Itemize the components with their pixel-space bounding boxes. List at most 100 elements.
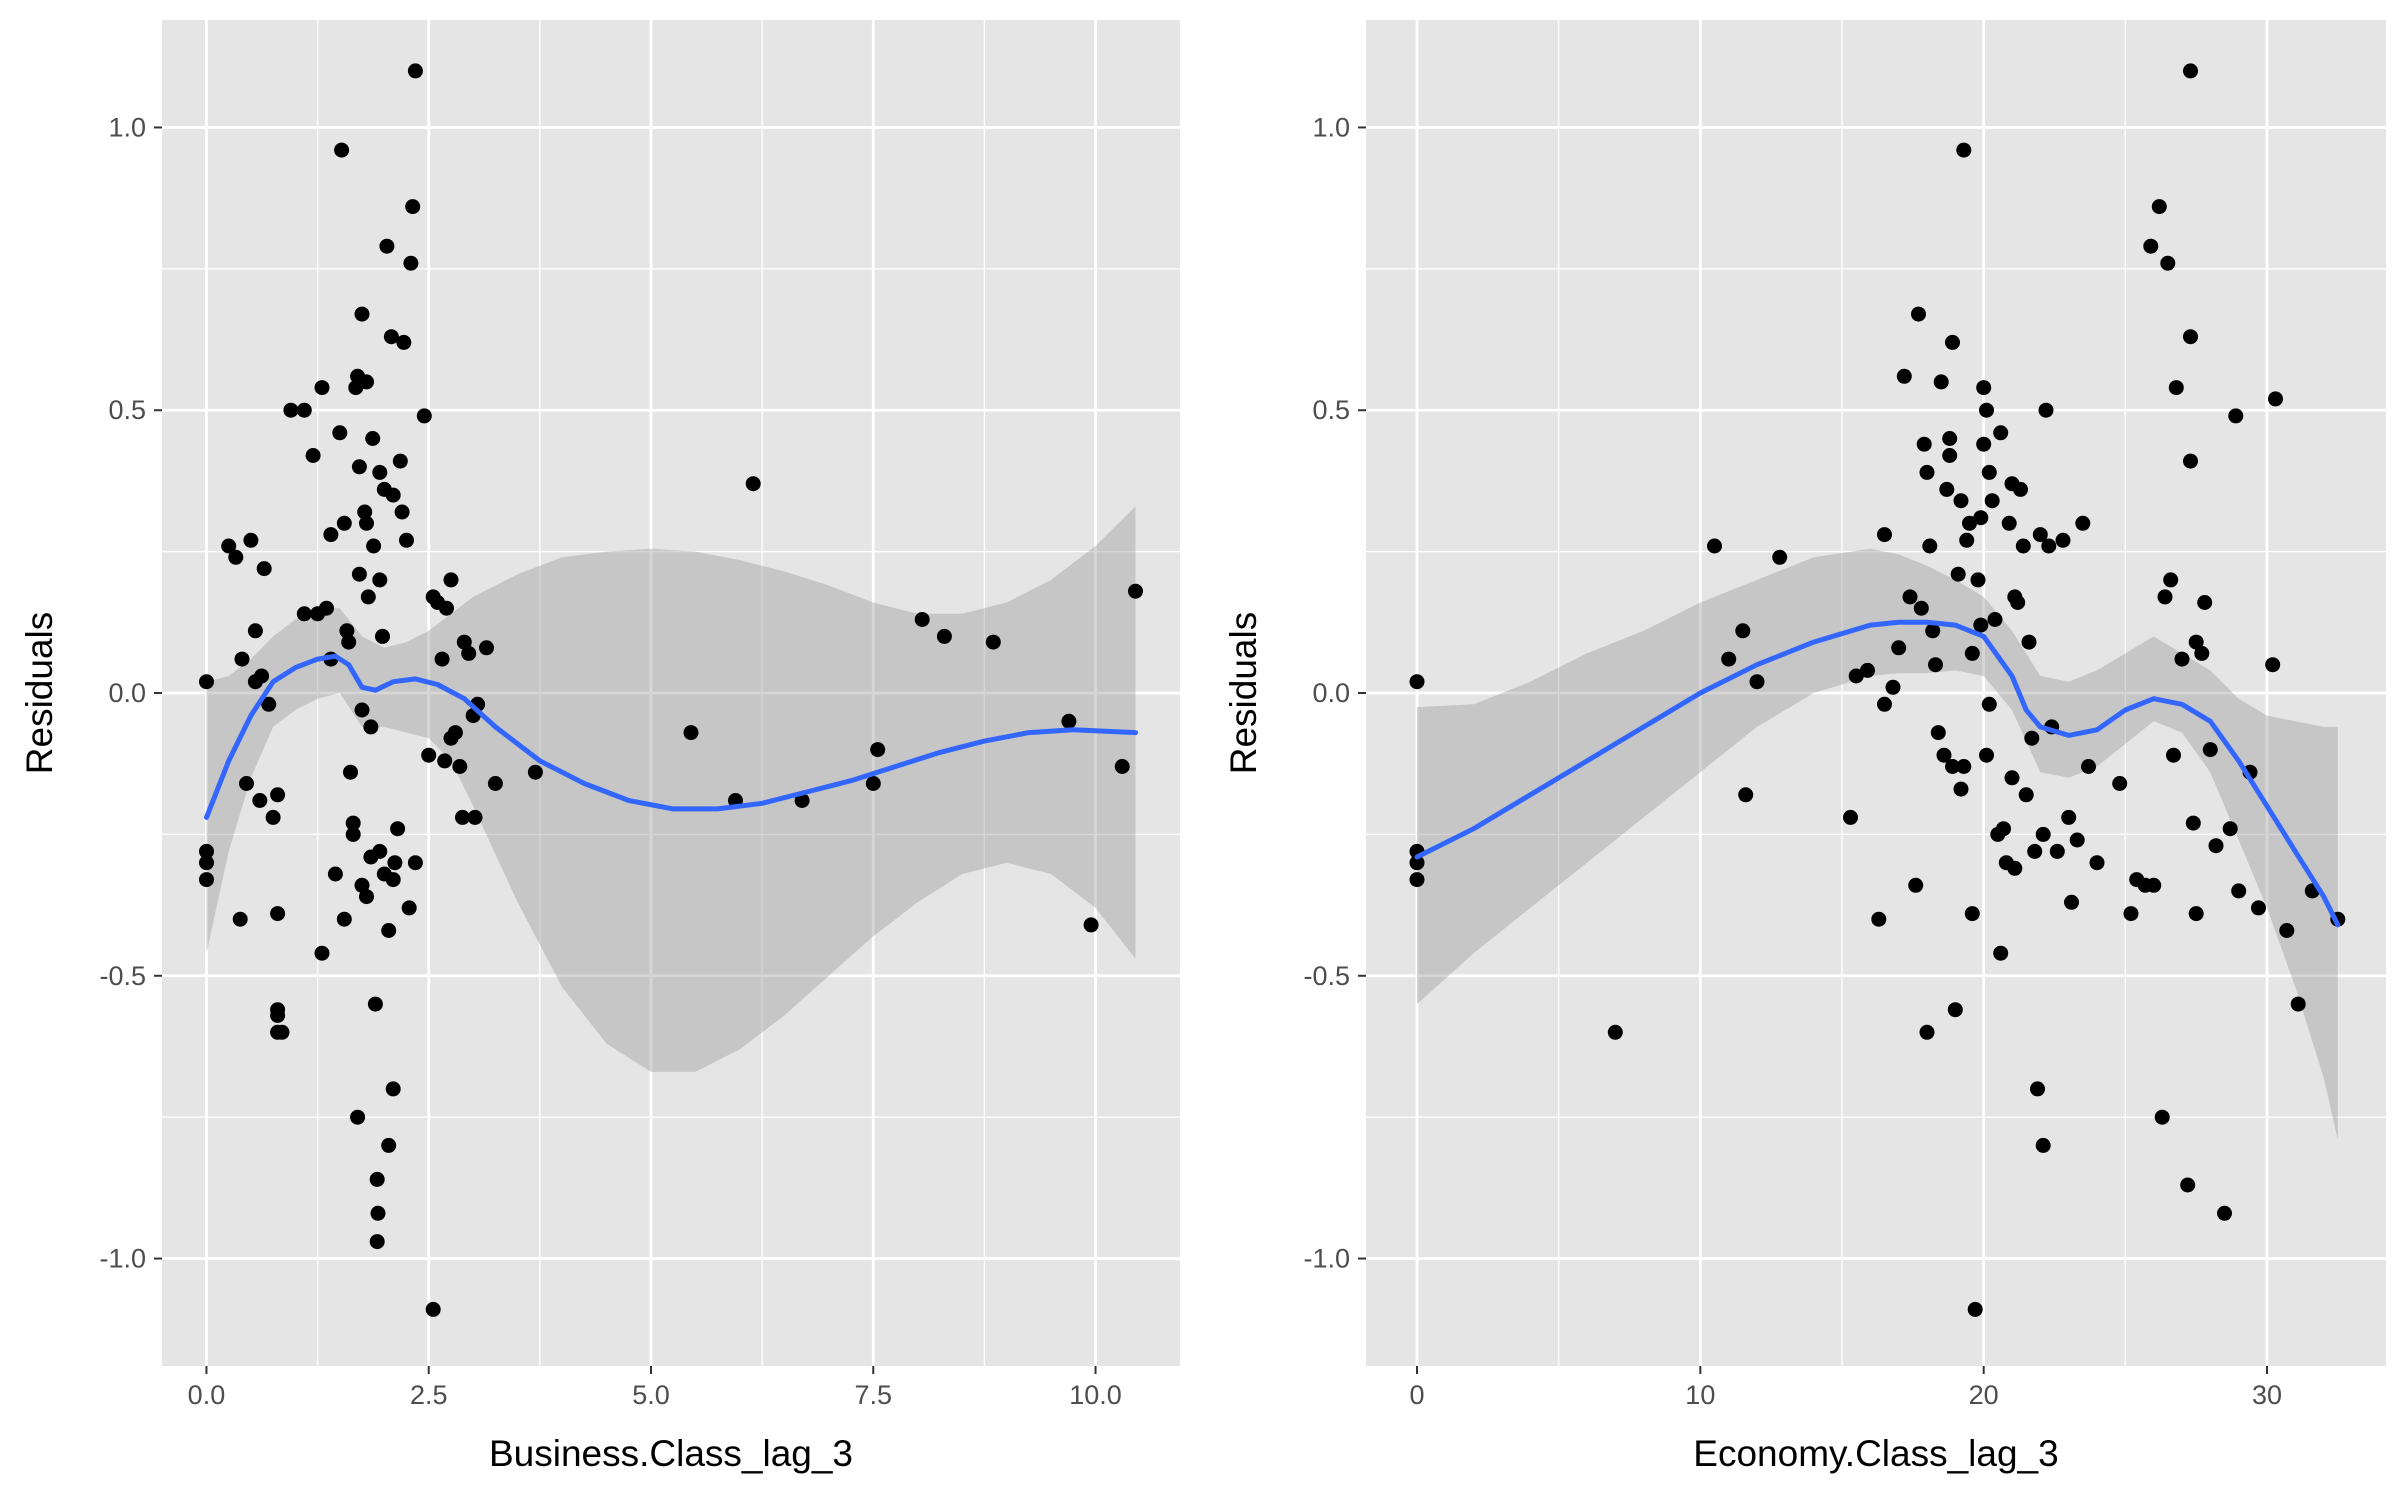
data-point [2265,657,2281,673]
data-point [2081,759,2096,774]
data-point [363,719,379,735]
x-tick-label: 2.5 [410,1380,448,1410]
data-point [2180,1177,2196,1193]
data-point [1925,623,1941,639]
data-point [1919,1024,1935,1040]
data-point [1939,481,1955,497]
data-point [314,380,330,396]
data-point [2163,572,2179,588]
data-point [407,855,423,871]
data-point [2064,894,2079,910]
data-point [367,996,383,1012]
data-point [1964,906,1980,922]
data-point [1950,566,1966,582]
data-point [261,696,277,712]
data-point [2010,595,2026,610]
data-point [1902,589,1918,605]
data-point [1911,306,1926,322]
data-point [359,889,374,905]
y-tick-label: -0.5 [1303,961,1350,991]
data-point [2183,63,2198,79]
x-tick-label: 5.0 [632,1380,670,1410]
data-point [221,538,237,554]
data-point [256,561,272,577]
data-point [2183,453,2198,469]
data-point [1970,572,1986,588]
data-point [1973,617,1989,633]
data-point [870,742,886,758]
data-point [1987,612,2003,627]
data-point [2217,1205,2232,1221]
data-point [1976,380,1992,396]
data-point [390,821,406,837]
data-point [243,532,259,548]
data-point [2027,843,2043,859]
data-point [1984,493,2000,509]
data-point [1885,679,1901,695]
data-point [394,504,410,520]
y-tick-label: 0.5 [1312,395,1350,425]
data-point [2188,906,2204,922]
data-point [1877,696,1892,712]
data-point [2001,515,2017,531]
data-point [381,1137,397,1153]
data-point [254,668,270,684]
data-point [372,572,388,588]
data-point [2251,900,2266,916]
data-point [1409,872,1425,888]
data-point [407,63,423,79]
data-point [365,431,381,446]
data-point [332,425,348,441]
data-point [1749,674,1765,690]
data-point [343,764,358,780]
data-point [2069,832,2085,848]
x-tick-label: 10.0 [1069,1380,1122,1410]
data-point [467,809,483,825]
data-point [487,776,503,791]
data-point [2038,402,2054,418]
panel-1: 0.0 2.5 5.0 7.5 10.0 -1.0 -0.5 0.0 0.5 1.0 Busines… [19,20,1180,1474]
data-point [1896,368,1912,384]
data-point [2168,380,2184,396]
data-point [334,142,350,158]
data-point [350,1109,366,1125]
x-tick-label: 0.0 [188,1380,226,1410]
data-point [2183,329,2198,345]
data-point [199,843,214,859]
data-point [1871,911,1887,927]
data-point [416,408,432,424]
data-point [270,906,286,922]
data-point [228,549,244,565]
data-point [401,900,417,916]
data-point [351,566,367,582]
data-point [369,1171,385,1187]
data-point [1128,583,1143,599]
data-point [1409,855,1425,871]
confidence-band [1417,548,2338,1140]
data-point [443,572,459,588]
data-point [421,747,437,763]
data-point [2279,923,2295,938]
data-point [339,623,355,639]
data-point [2194,645,2210,661]
data-point [385,872,401,888]
data-point [1973,510,1989,526]
y-axis-title: Residuals [1223,612,1264,774]
data-point [1947,1002,1963,1018]
data-point [354,702,370,718]
data-point [1916,436,1932,452]
data-point [985,634,1001,650]
data-point [425,1301,441,1317]
panel-2: 0 10 20 30 -1.0 -0.5 0.0 0.5 1.0 Economy.Class_la… [1223,20,2386,1474]
data-point [336,911,352,927]
y-tick-label: 1.0 [1312,112,1350,142]
data-point [405,199,421,215]
data-point [456,634,472,650]
smooth-line [1414,619,2341,928]
data-point [372,464,388,480]
data-point [2202,742,2218,758]
data-point [1979,747,1994,763]
data-point [399,532,414,548]
data-point [354,306,370,322]
data-point [452,759,468,774]
